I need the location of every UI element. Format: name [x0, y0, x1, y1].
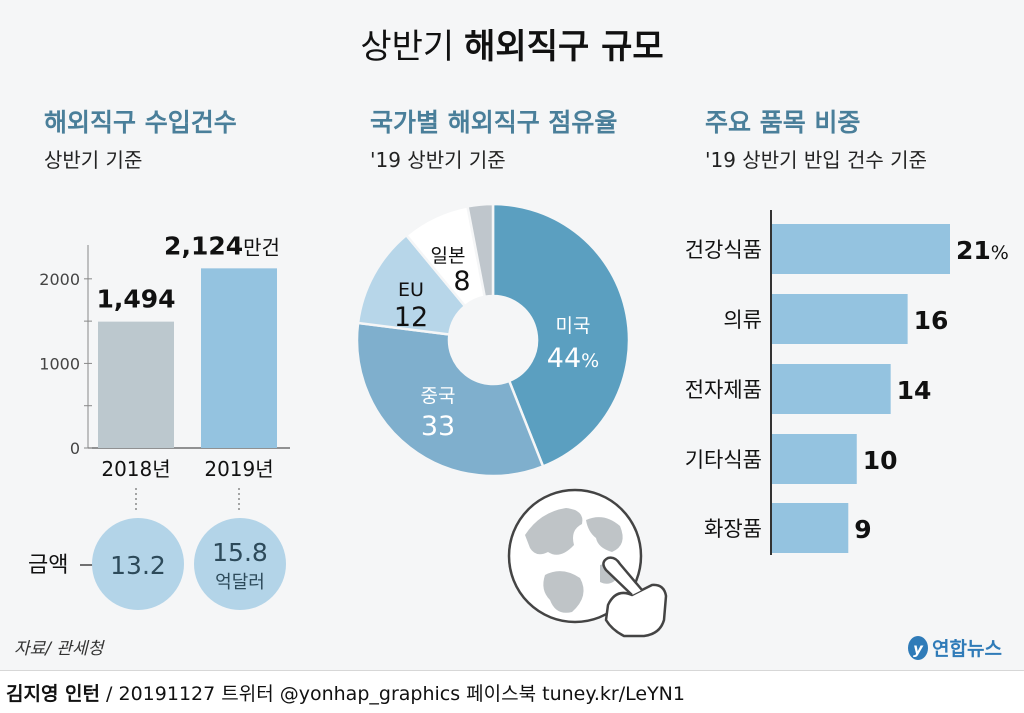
hbar-category: 기타식품: [685, 448, 762, 472]
slice-value-us: 44%: [547, 343, 599, 374]
hbar: [772, 224, 950, 274]
bar-value-2019: 2,124만건: [164, 231, 280, 260]
credit-line: 김지영 인턴 / 20191127 트위터 @yonhap_graphics 페…: [6, 679, 685, 706]
amount-2018: 13.2: [110, 551, 166, 580]
hbar-category: 전자제품: [685, 378, 762, 402]
hbar-value: 10: [863, 446, 898, 475]
slice-us: [491, 202, 631, 469]
hbar: [772, 364, 891, 414]
hbar-value: 21%: [956, 236, 1009, 265]
slice-value-jp: 8: [453, 266, 470, 297]
y-tick-label: 0: [70, 439, 80, 458]
slice-label-eu: EU: [398, 279, 424, 301]
hbar-category: 화장품: [704, 517, 762, 541]
category-2018: 2018년: [101, 457, 170, 481]
slice-label-us: 미국: [556, 315, 591, 337]
y-tick-label: 1000: [39, 354, 80, 373]
category-2019: 2019년: [204, 457, 273, 481]
globe-hand-icon: [507, 488, 668, 638]
slice-label-cn: 중국: [421, 385, 456, 407]
svg-text:y: y: [913, 640, 924, 658]
hbar: [772, 503, 849, 553]
y-tick-label: 2000: [39, 270, 80, 289]
source-note: 자료/ 관세청: [14, 639, 106, 659]
chart-canvas: 상반기 해외직구 규모 해외직구 수입건수 상반기 기준 0 1000 2000 1,…: [14, 27, 1009, 660]
hbar-value: 9: [854, 515, 871, 544]
hbar-value: 16: [914, 306, 949, 335]
amount-circle-2019: [194, 518, 286, 610]
hbar: [772, 434, 857, 484]
bar-chart-subtitle: 상반기 기준: [44, 148, 142, 172]
hbar-category: 건강식품: [685, 238, 762, 262]
logo-text: 연합뉴스: [932, 638, 1002, 660]
amount-2019: 15.8: [212, 538, 268, 567]
amount-label: 금액: [28, 553, 68, 578]
author: 김지영 인턴: [6, 683, 101, 705]
slice-value-cn: 33: [421, 411, 455, 442]
y-ticks: 0 1000 2000: [39, 270, 92, 458]
slice-label-jp: 일본: [431, 245, 466, 267]
bar-2018: [98, 321, 174, 448]
bar-2019: [201, 268, 277, 448]
slice-china: [355, 321, 545, 478]
bar-chart-title: 해외직구 수입건수: [44, 108, 237, 137]
credit-rest: / 20191127 트위터 @yonhap_graphics 페이스북 tun…: [100, 683, 685, 705]
slice-other: [466, 202, 495, 299]
hbar-value: 14: [897, 376, 932, 405]
footer-bar: 김지영 인턴 / 20191127 트위터 @yonhap_graphics 페…: [0, 670, 1024, 713]
main-title: 상반기 해외직구 규모: [360, 27, 663, 67]
hbar-category: 의류: [723, 308, 762, 332]
bar-value-2018: 1,494: [96, 285, 175, 314]
hbar-subtitle: '19 상반기 반입 건수 기준: [705, 148, 927, 172]
amount-unit: 억달러: [215, 572, 265, 593]
slice-value-eu: 12: [394, 302, 428, 333]
donut-title: 국가별 해외직구 점유율: [370, 108, 617, 137]
hbar-group: 건강식품 의류 전자제품 기타식품 화장품 21% 16 14 10 9: [685, 224, 1009, 553]
hbar-title: 주요 품목 비중: [705, 108, 860, 137]
donut-chart: [355, 202, 631, 478]
yonhap-logo: y 연합뉴스: [908, 636, 1002, 660]
hbar: [772, 294, 908, 344]
donut-subtitle: '19 상반기 기준: [370, 148, 506, 172]
amount-circle-2018: [92, 518, 184, 610]
